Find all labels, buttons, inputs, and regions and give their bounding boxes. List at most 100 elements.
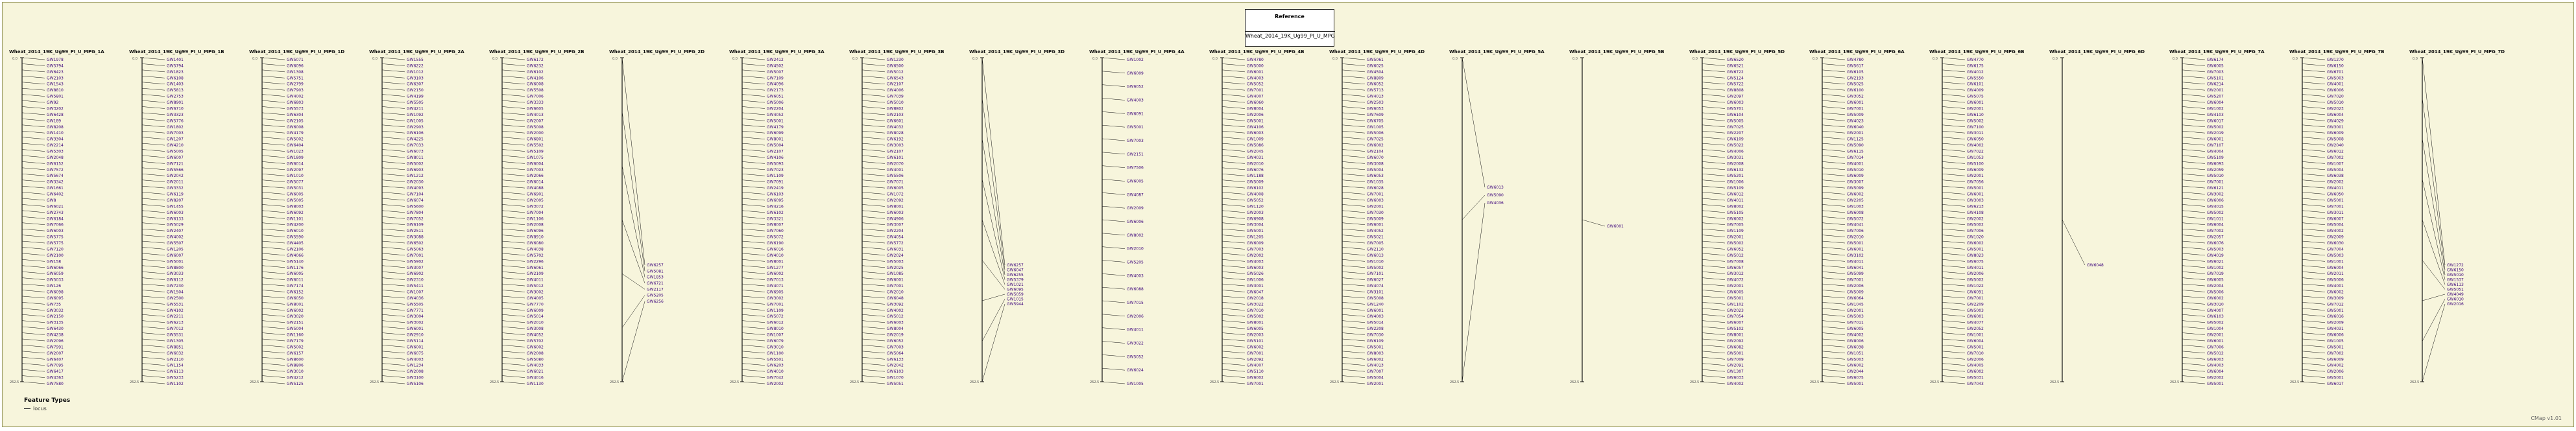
marker-label[interactable]: GW7006 <box>1967 229 1984 233</box>
marker-label[interactable]: GW2100 <box>47 253 64 258</box>
marker-label[interactable]: GW7003 <box>1127 139 1144 143</box>
marker-label[interactable]: GW6095 <box>47 296 64 301</box>
marker-label[interactable]: GW5505 <box>407 302 424 307</box>
marker-label[interactable]: GW6099 <box>767 131 784 135</box>
marker-label[interactable]: GW6053 <box>1367 106 1384 111</box>
marker-label[interactable]: GW1160 <box>287 333 304 338</box>
marker-label[interactable]: GW7001 <box>1247 88 1264 93</box>
marker-label[interactable]: GW2103 <box>47 76 64 80</box>
marker-label[interactable]: GW1307 <box>1727 369 1744 374</box>
marker-label[interactable]: GW5005 <box>287 198 304 203</box>
marker-label[interactable]: GW6256 <box>647 299 664 304</box>
marker-label[interactable]: GW7020 <box>2327 95 2344 99</box>
marker-label[interactable]: GW7056 <box>1967 180 1984 185</box>
marker-label[interactable]: GW6905 <box>767 290 784 294</box>
chromosome-label[interactable]: Wheat_2014_19K_Ug99_PI_U_MPG_2B <box>489 49 584 54</box>
marker-label[interactable]: GW2109 <box>527 272 544 276</box>
marker-label[interactable]: GW5099 <box>1847 272 1864 276</box>
marker-label[interactable]: GW1007 <box>767 333 784 338</box>
marker-label[interactable]: GW6050 <box>287 296 304 301</box>
marker-label[interactable]: GW8901 <box>167 100 184 105</box>
marker-label[interactable]: GW2004 <box>2207 284 2224 288</box>
marker-label[interactable]: GW2030 <box>407 180 424 185</box>
marker-label[interactable]: GW6073 <box>407 150 424 154</box>
marker-label[interactable]: GW1504 <box>167 290 184 294</box>
marker-label[interactable]: GW7013 <box>767 278 784 283</box>
marker-label[interactable]: GW8802 <box>887 106 904 111</box>
marker-label[interactable]: GW6002 <box>527 345 544 349</box>
marker-label[interactable]: GW5059 <box>1007 292 1024 297</box>
marker-label[interactable]: GW8001 <box>887 204 904 209</box>
marker-label[interactable]: GW5001 <box>2207 382 2224 386</box>
marker-label[interactable]: GW7012 <box>167 327 184 331</box>
marker-label[interactable]: GW2150 <box>407 88 424 93</box>
marker-label[interactable]: GW4007 <box>2207 309 2224 313</box>
marker-label[interactable]: GW6150 <box>2327 64 2344 68</box>
marker-label[interactable]: GW7006 <box>2207 345 2224 349</box>
marker-label[interactable]: GW8808 <box>1727 88 1744 93</box>
marker-label[interactable]: GW5772 <box>887 241 904 246</box>
marker-label[interactable]: GW1101 <box>287 216 304 221</box>
marker-label[interactable]: GW6021 <box>47 204 64 209</box>
marker-label[interactable]: GW6115 <box>1847 150 1864 154</box>
marker-label[interactable]: GW2001 <box>1847 131 1864 135</box>
marker-label[interactable]: GW3022 <box>1127 342 1144 346</box>
marker-label[interactable]: GW6013 <box>1487 185 1504 190</box>
marker-label[interactable]: GW2006 <box>1847 284 1864 288</box>
marker-label[interactable]: GW2002 <box>1967 216 1984 221</box>
marker-label[interactable]: GW2001 <box>1367 382 1384 386</box>
marker-label[interactable]: GW4405 <box>287 241 304 246</box>
marker-label[interactable]: GW7609 <box>1367 113 1384 117</box>
marker-label[interactable]: GW8007 <box>767 223 784 227</box>
marker-label[interactable]: GW2407 <box>167 229 184 233</box>
marker-label[interactable]: GW6004 <box>527 161 544 166</box>
marker-label[interactable]: GW6109 <box>1727 137 1744 142</box>
marker-label[interactable]: GW1005 <box>1127 382 1144 386</box>
marker-label[interactable]: GW2001 <box>1727 284 1744 288</box>
marker-label[interactable]: GW6098 <box>47 290 64 294</box>
marker-label[interactable]: GW6605 <box>527 106 544 111</box>
marker-label[interactable]: GW2097 <box>1727 95 1744 99</box>
marker-label[interactable]: GW6417 <box>47 369 64 374</box>
marker-label[interactable]: GW2910 <box>407 333 424 338</box>
marker-label[interactable]: GW6100 <box>1847 88 1864 93</box>
marker-label[interactable]: GW1109 <box>767 174 784 178</box>
marker-label[interactable]: GW6001 <box>887 278 904 283</box>
marker-label[interactable]: GW6520 <box>1727 58 1744 62</box>
marker-label[interactable]: GW6009 <box>2327 357 2344 362</box>
marker-label[interactable]: GW5004 <box>287 327 304 331</box>
marker-label[interactable]: GW5002 <box>287 345 304 349</box>
marker-label[interactable]: GW6047 <box>1247 290 1264 294</box>
marker-label[interactable]: GW5005 <box>1727 119 1744 123</box>
chromosome-label[interactable]: Wheat_2014_19K_Ug99_PI_U_MPG_5B <box>1569 49 1665 54</box>
marker-label[interactable]: GW2006 <box>1127 314 1144 319</box>
marker-label[interactable]: GW6101 <box>887 156 904 160</box>
marker-label[interactable]: GW5008 <box>2327 137 2344 142</box>
marker-label[interactable]: GW5010 <box>2327 100 2344 105</box>
marker-label[interactable]: GW3031 <box>1727 156 1744 160</box>
marker-label[interactable]: GW1109 <box>1727 229 1744 233</box>
marker-label[interactable]: GW6002 <box>1847 364 1864 368</box>
marker-label[interactable]: GW3007 <box>407 266 424 270</box>
chromosome-19[interactable]: Wheat_2014_19K_Ug99_PI_U_MPG_7AGW6174GW6… <box>2169 49 2265 386</box>
marker-label[interactable]: GW7054 <box>1727 314 1744 319</box>
marker-label[interactable]: GW8851 <box>167 345 184 349</box>
marker-label[interactable]: GW7001 <box>1247 351 1264 356</box>
marker-label[interactable]: GW7022 <box>1967 150 1984 154</box>
marker-label[interactable]: GW7012 <box>2327 302 2344 307</box>
marker-label[interactable]: GW4002 <box>887 309 904 313</box>
marker-label[interactable]: GW6213 <box>1967 204 1984 209</box>
marker-label[interactable]: GW2310 <box>407 278 424 283</box>
marker-label[interactable]: GW2002 <box>1247 253 1264 258</box>
marker-label[interactable]: GW2006 <box>1967 357 1984 362</box>
marker-label[interactable]: GW2006 <box>1247 113 1264 117</box>
reference-map-name[interactable]: Wheat_2014_19K_Ug99_PI_U_MPG <box>1246 31 1335 39</box>
marker-label[interactable]: GW2016 <box>2447 302 2464 307</box>
marker-label[interactable]: GW5009 <box>1367 216 1384 221</box>
marker-label[interactable]: GW8001 <box>767 259 784 264</box>
marker-label[interactable]: GW2001 <box>1727 235 1744 240</box>
marker-label[interactable]: GW2103 <box>887 113 904 117</box>
marker-label[interactable]: GW2048 <box>47 156 64 160</box>
marker-label[interactable]: GW4106 <box>527 76 544 80</box>
marker-label[interactable]: GW2010 <box>1847 235 1864 240</box>
